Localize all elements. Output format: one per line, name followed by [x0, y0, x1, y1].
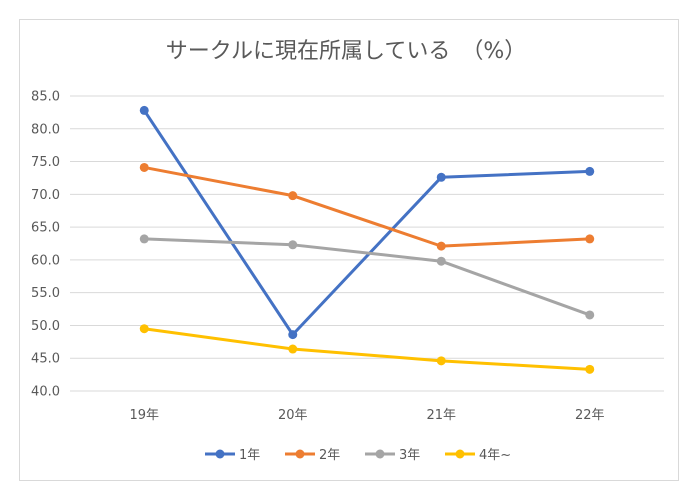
series-3	[139, 234, 595, 320]
y-tick-label: 55.0	[31, 286, 60, 301]
data-point	[139, 234, 149, 244]
y-tick-label: 75.0	[31, 155, 60, 170]
legend-item: 1年	[205, 448, 260, 463]
gridlines	[70, 95, 664, 392]
legend-item: 3年	[365, 448, 420, 463]
legend-item: 4年~	[445, 448, 511, 463]
legend-label: 3年	[399, 448, 420, 463]
data-point	[139, 105, 149, 115]
series-1	[139, 105, 595, 340]
data-point	[139, 324, 149, 334]
y-tick-label: 50.0	[31, 319, 60, 334]
data-point	[436, 356, 446, 366]
y-tick-label: 60.0	[31, 253, 60, 268]
x-tick-label: 22年	[575, 408, 605, 423]
legend-marker-icon	[455, 449, 465, 459]
data-point	[436, 256, 446, 266]
data-point	[585, 166, 595, 176]
data-point	[139, 162, 149, 172]
series-layer	[139, 105, 595, 374]
series-2	[139, 162, 595, 251]
legend-label: 4年~	[479, 448, 511, 463]
x-tick-label: 21年	[426, 408, 456, 423]
legend-marker-icon	[215, 449, 225, 459]
series-line	[142, 108, 592, 337]
legend-label: 1年	[239, 448, 260, 463]
series-line	[142, 165, 592, 248]
y-tick-label: 65.0	[31, 221, 60, 236]
series-line	[142, 327, 592, 371]
x-tick-label: 20年	[278, 408, 308, 423]
legend-item: 2年	[285, 448, 340, 463]
series-line	[142, 237, 592, 317]
chart-title: サークルに現在所属している （%）	[166, 39, 527, 64]
data-point	[288, 240, 298, 250]
x-axis-ticks: 19年 20年 21年 22年	[129, 408, 604, 423]
data-point	[288, 191, 298, 201]
legend-marker-icon	[295, 449, 305, 459]
data-point	[288, 330, 298, 340]
legend: 1年 2年 3年 4年~	[205, 448, 511, 463]
x-tick-label: 19年	[129, 408, 159, 423]
y-tick-label: 85.0	[31, 90, 60, 105]
y-axis-ticks: 85.0 80.0 75.0 70.0 65.0 60.0 55.0 50.0 45.0 40.0	[31, 90, 60, 400]
data-point	[436, 241, 446, 251]
data-point	[585, 310, 595, 320]
data-point	[585, 364, 595, 374]
y-tick-label: 80.0	[31, 122, 60, 137]
data-point	[585, 234, 595, 244]
y-tick-label: 45.0	[31, 352, 60, 367]
legend-label: 2年	[319, 448, 340, 463]
data-point	[436, 172, 446, 182]
y-tick-label: 70.0	[31, 188, 60, 203]
series-4	[139, 324, 595, 374]
y-tick-label: 40.0	[31, 385, 60, 400]
data-point	[288, 344, 298, 354]
legend-marker-icon	[375, 449, 385, 459]
